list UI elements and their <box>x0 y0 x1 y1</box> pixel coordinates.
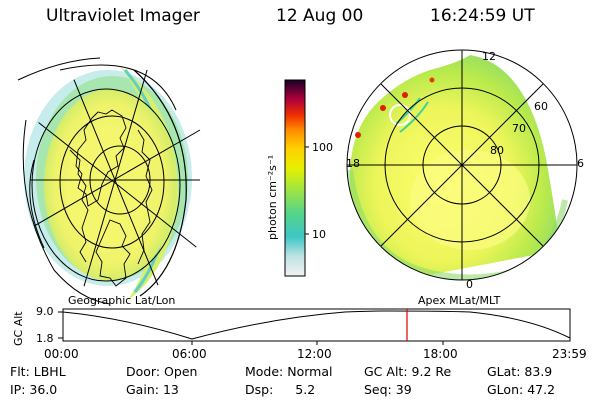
emission-ring <box>389 104 411 126</box>
coastline-west <box>69 149 89 263</box>
right-caption: Apex MLat/MLT <box>418 294 501 307</box>
mlat-label-70: 70 <box>512 122 526 135</box>
mlt-label-0: 0 <box>466 278 473 291</box>
status-gain-value: 13 <box>162 382 179 397</box>
left-caption: Geographic Lat/Lon <box>68 294 175 307</box>
xtick-label-2359: 23:59 <box>552 347 587 361</box>
status-seq: Seq: 39 <box>364 382 412 397</box>
status-ip-value: 36.0 <box>29 382 58 397</box>
status-seq-value: 39 <box>395 382 412 397</box>
ytick-label-9: 9.0 <box>36 305 54 318</box>
coastline-east <box>137 129 153 265</box>
status-seq-label: Seq: <box>364 382 392 397</box>
status-gcalt-label: GC Alt: <box>364 364 408 379</box>
status-flt-label: Flt: <box>10 364 30 379</box>
colorbar-label-100: 100 <box>312 141 333 154</box>
oval-core <box>66 128 146 252</box>
status-mode-value: Normal <box>287 364 333 379</box>
colorbar-scale <box>284 79 306 277</box>
apex-polar-plot: 12 18 6 0 60 70 80 <box>346 49 584 291</box>
globe-limb <box>133 69 187 297</box>
status-glat: GLat: 83.9 <box>487 364 552 379</box>
hotspot <box>402 92 408 98</box>
altitude-ylabel: GC Alt <box>12 311 25 346</box>
polar-grid <box>346 49 578 281</box>
coastline-greenland <box>75 109 127 207</box>
altitude-curve <box>62 310 571 340</box>
status-mode-label: Mode: <box>245 364 284 379</box>
status-flt: Flt: LBHL <box>10 364 66 379</box>
mlt-label-12: 12 <box>482 50 496 63</box>
status-glon-value: 47.2 <box>527 382 556 397</box>
colorbar-unit: photon cm⁻²s⁻¹ <box>266 155 279 240</box>
status-glon: GLon: 47.2 <box>487 382 555 397</box>
ytick-label-1.8: 1.8 <box>36 332 54 345</box>
hotspot <box>355 132 361 138</box>
altitude-plot: 9.0 1.8 GC Alt 00:00 06:00 12:00 18:00 2… <box>12 305 587 361</box>
geographic-image <box>17 57 201 305</box>
latlon-grid <box>26 65 201 295</box>
emission-arc <box>399 101 429 133</box>
status-door: Door: Open <box>126 364 197 379</box>
xtick-label-1800: 18:00 <box>423 347 458 361</box>
status-gain-label: Gain: <box>126 382 159 397</box>
status-glon-label: GLon: <box>487 382 524 397</box>
status-glat-value: 83.9 <box>524 364 553 379</box>
xtick-label-1200: 12:00 <box>297 347 332 361</box>
instrument-title: Ultraviolet Imager <box>46 6 200 26</box>
status-gain: Gain: 13 <box>126 382 179 397</box>
colorbar-label-10: 10 <box>312 228 326 241</box>
globe-parallel-top <box>59 64 177 111</box>
xtick-label-0600: 06:00 <box>172 347 207 361</box>
status-ip: IP: 36.0 <box>10 382 57 397</box>
mlat-label-80: 80 <box>490 144 504 157</box>
status-door-label: Door: <box>126 364 161 379</box>
globe-arc-left <box>22 119 111 305</box>
colorbar: 100 10 photon cm⁻²s⁻¹ <box>266 79 333 277</box>
xtick-label-0000: 00:00 <box>44 347 79 361</box>
status-dsp: Dsp: 5.2 <box>245 382 315 397</box>
status-dsp-label: Dsp: <box>245 382 274 397</box>
globe-parallel-outer <box>17 57 101 81</box>
status-flt-value: LBHL <box>33 364 66 379</box>
status-ip-label: IP: <box>10 382 26 397</box>
mlt-label-6: 6 <box>577 157 584 170</box>
hotspot <box>429 77 435 83</box>
status-gcalt: GC Alt: 9.2 Re <box>364 364 451 379</box>
hotspot <box>380 105 386 111</box>
status-mode: Mode: Normal <box>245 364 333 379</box>
status-glat-label: GLat: <box>487 364 521 379</box>
globe-arc-inner <box>29 159 45 249</box>
coastline-south <box>95 219 131 287</box>
date-label: 12 Aug 00 <box>276 6 364 26</box>
mlt-label-18: 18 <box>346 157 360 170</box>
status-gcalt-value: 9.2 Re <box>411 364 452 379</box>
time-label: 16:24:59 UT <box>430 6 535 26</box>
status-dsp-value: 5.2 <box>295 382 316 397</box>
status-door-value: Open <box>164 364 198 379</box>
mlat-label-60: 60 <box>534 100 548 113</box>
